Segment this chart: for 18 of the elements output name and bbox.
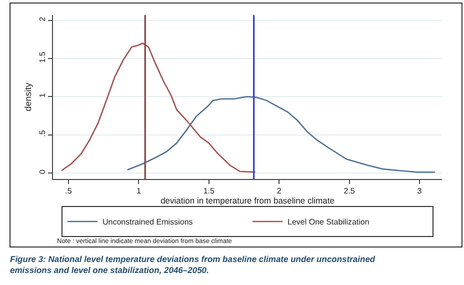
y-tick-label: 1: [38, 92, 47, 98]
x-tick-label: 3: [417, 186, 422, 196]
line-series: [126, 96, 436, 173]
y-tick-label: 2: [38, 16, 47, 22]
y-axis-title: density: [23, 82, 34, 112]
x-tick-label: .5: [65, 186, 72, 196]
x-tick-label: 1: [136, 186, 142, 196]
line-series: [60, 42, 256, 173]
y-tick-label: 0: [38, 168, 47, 174]
y-tick-label: 1.5: [38, 51, 47, 63]
y-tick-label: .5: [38, 130, 47, 137]
legend-label: Level One Stabilization: [288, 218, 370, 227]
legend-label: Unconstrained Emissions: [102, 218, 193, 227]
caption: Figure 3: National level temperature deviations from baseline climate under unconstrained emissions and level one stabilization, 2046–2050.: [10, 254, 376, 276]
x-axis-title: deviation in temperature from baseline climate: [160, 196, 335, 206]
x-tick-label: 1.5: [203, 186, 215, 196]
x-tick-label: 2: [276, 186, 282, 196]
x-tick-label: 2.5: [344, 186, 356, 196]
